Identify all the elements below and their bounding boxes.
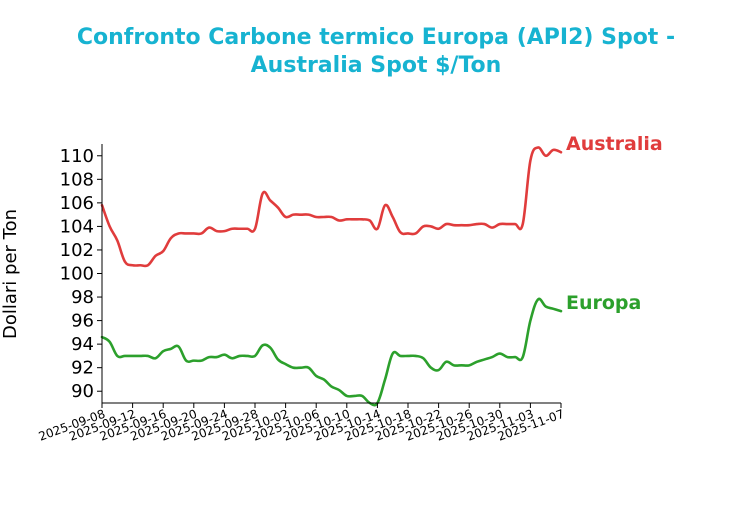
x-axis-ticks: 2025-09-082025-09-122025-09-162025-09-20… <box>37 403 566 444</box>
y-tick-label: 90 <box>71 381 94 402</box>
y-tick-label: 102 <box>60 240 94 261</box>
y-axis-label: Dollari per Ton <box>0 209 21 339</box>
y-tick-label: 98 <box>71 287 94 308</box>
chart-title-line-1: Confronto Carbone termico Europa (API2) … <box>76 25 676 50</box>
series-line-europa <box>100 297 563 407</box>
y-tick-label: 96 <box>71 311 94 332</box>
y-tick-label: 92 <box>71 358 94 379</box>
y-tick-label: 106 <box>60 193 94 214</box>
y-tick-label: 108 <box>60 169 94 190</box>
chart-title: Confronto Carbone termico Europa (API2) … <box>0 24 752 80</box>
axes <box>101 144 561 404</box>
y-tick-label: 110 <box>60 146 94 167</box>
chart-title-line-2: Australia Spot $/Ton <box>250 53 502 78</box>
y-tick-label: 104 <box>60 216 94 237</box>
series-label-australia: Australia <box>566 133 663 155</box>
y-tick-label: 94 <box>71 334 94 355</box>
y-tick-label: 100 <box>60 264 94 285</box>
series-line-australia <box>100 146 563 268</box>
series-label-europa: Europa <box>566 292 641 314</box>
plot-lines <box>100 146 563 407</box>
series-labels: Australia Europa <box>566 133 663 314</box>
